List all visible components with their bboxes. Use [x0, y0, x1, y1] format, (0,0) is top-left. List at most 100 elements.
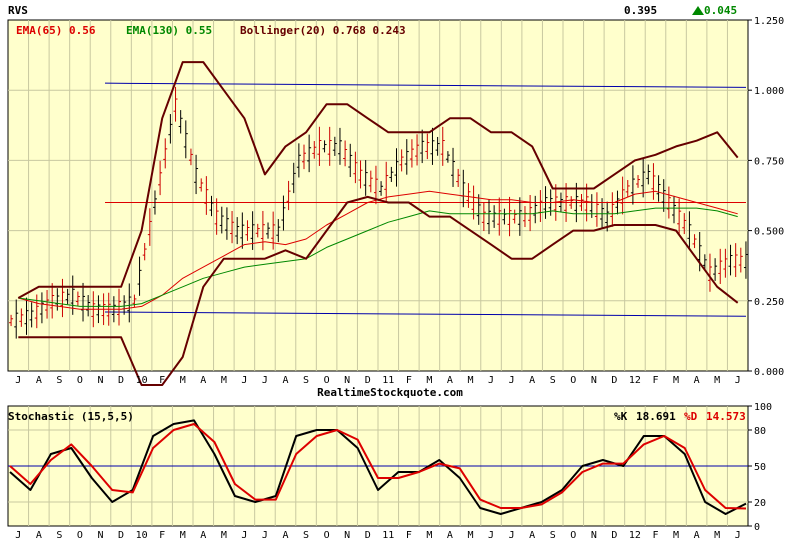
- x-tick-label: D: [365, 530, 371, 540]
- x-tick-label: J: [262, 530, 268, 540]
- x-tick-label: A: [200, 530, 206, 540]
- x-tick-label: A: [447, 530, 453, 540]
- x-tick-label: O: [324, 375, 330, 386]
- legend-ema65: EMA(65) 0.56: [16, 24, 96, 37]
- y-tick-label: 20: [754, 498, 766, 509]
- x-tick-label: D: [118, 375, 124, 386]
- x-tick-label: S: [56, 530, 62, 540]
- price-grid: [8, 20, 748, 371]
- x-tick-label: J: [509, 530, 515, 540]
- x-tick-label: M: [180, 375, 186, 386]
- x-tick-label: J: [262, 375, 268, 386]
- x-tick-label: O: [570, 530, 576, 540]
- x-tick-label: 11: [382, 375, 394, 386]
- x-tick-label: D: [118, 530, 124, 540]
- price-y-axis: 1.250 1.000 0.750 0.500 0.250 0.000: [748, 16, 784, 378]
- x-tick-label: D: [611, 375, 617, 386]
- x-tick-label: F: [406, 375, 412, 386]
- x-tick-label: M: [714, 375, 720, 386]
- y-tick-label: 1.000: [754, 86, 784, 97]
- x-tick-label: A: [282, 375, 288, 386]
- x-tick-label: J: [488, 530, 494, 540]
- x-tick-label: M: [467, 375, 473, 386]
- y-tick-label: 80: [754, 426, 766, 437]
- reference-line: [104, 311, 747, 317]
- price-x-axis: J A S O N D 10 F M A M J J A S O N D 11 F M A M J J A S O N D 12 F M A M J: [15, 375, 740, 386]
- watermark: RealtimeStockquote.com: [317, 386, 463, 399]
- x-tick-label: S: [303, 530, 309, 540]
- x-tick-label: 12: [629, 375, 641, 386]
- x-tick-label: A: [282, 530, 288, 540]
- x-tick-label: N: [97, 375, 103, 386]
- stochastic-title: Stochastic (15,5,5): [8, 410, 134, 423]
- series-line-ema-130: [18, 207, 738, 307]
- x-tick-label: A: [694, 375, 700, 386]
- y-tick-label: 0.000: [754, 367, 784, 378]
- x-tick-label: O: [570, 375, 576, 386]
- x-tick-label: D: [365, 375, 371, 386]
- x-tick-label: F: [159, 375, 165, 386]
- y-tick-label: 1.250: [754, 16, 784, 27]
- x-tick-label: N: [591, 375, 597, 386]
- x-tick-label: 10: [136, 530, 148, 540]
- x-tick-label: J: [509, 375, 515, 386]
- x-tick-label: J: [15, 375, 21, 386]
- y-tick-label: 50: [754, 462, 766, 473]
- x-tick-label: D: [611, 530, 617, 540]
- x-tick-label: F: [652, 530, 658, 540]
- x-tick-label: N: [344, 375, 350, 386]
- y-tick-label: 100: [754, 402, 772, 413]
- x-tick-label: A: [694, 530, 700, 540]
- x-tick-label: N: [591, 530, 597, 540]
- x-tick-label: M: [221, 375, 227, 386]
- series-line-bollinger-lower: [18, 195, 739, 386]
- x-tick-label: O: [77, 375, 83, 386]
- x-tick-label: M: [180, 530, 186, 540]
- x-tick-label: J: [241, 375, 247, 386]
- x-tick-label: 10: [136, 375, 148, 386]
- x-tick-label: F: [652, 375, 658, 386]
- x-tick-label: S: [550, 375, 556, 386]
- stochastic-y-axis: 100 80 50 20 0: [748, 402, 772, 533]
- x-tick-label: N: [97, 530, 103, 540]
- x-tick-label: M: [673, 375, 679, 386]
- last-price: 0.395: [624, 4, 657, 17]
- y-tick-label: 0.250: [754, 297, 784, 308]
- x-tick-label: 12: [629, 530, 641, 540]
- x-tick-label: A: [200, 375, 206, 386]
- series-line-bollinger-upper: [17, 61, 739, 299]
- price-change: 0.045: [704, 4, 737, 17]
- x-tick-label: 11: [382, 530, 394, 540]
- up-triangle-icon: [692, 6, 704, 15]
- x-tick-label: F: [159, 530, 165, 540]
- x-tick-label: A: [36, 375, 42, 386]
- stochastic-lines: [9, 419, 747, 515]
- x-tick-label: A: [447, 375, 453, 386]
- y-tick-label: 0: [754, 522, 760, 533]
- x-tick-label: A: [36, 530, 42, 540]
- y-tick-label: 0.750: [754, 156, 784, 167]
- x-tick-label: M: [714, 530, 720, 540]
- x-tick-label: M: [426, 375, 432, 386]
- x-tick-label: S: [56, 375, 62, 386]
- x-tick-label: J: [488, 375, 494, 386]
- x-tick-label: J: [735, 375, 741, 386]
- x-tick-label: M: [467, 530, 473, 540]
- legend-bollinger: Bollinger(20) 0.768 0.243: [240, 24, 406, 37]
- x-tick-label: M: [221, 530, 227, 540]
- x-tick-label: J: [735, 530, 741, 540]
- stochastic-x-axis: J A S O N D 10 F M A M J J A S O N D 11 F M A M J J A S O N D 12 F M A M J: [15, 530, 740, 540]
- d-value: 14.573: [706, 410, 746, 423]
- x-tick-label: S: [550, 530, 556, 540]
- x-tick-label: O: [324, 530, 330, 540]
- x-tick-label: F: [406, 530, 412, 540]
- price-bars: [9, 86, 748, 339]
- x-tick-label: O: [77, 530, 83, 540]
- x-tick-label: N: [344, 530, 350, 540]
- legend-ema130: EMA(130) 0.55: [126, 24, 212, 37]
- x-tick-label: A: [529, 375, 535, 386]
- x-tick-label: M: [426, 530, 432, 540]
- x-tick-label: J: [15, 530, 21, 540]
- x-tick-label: S: [303, 375, 309, 386]
